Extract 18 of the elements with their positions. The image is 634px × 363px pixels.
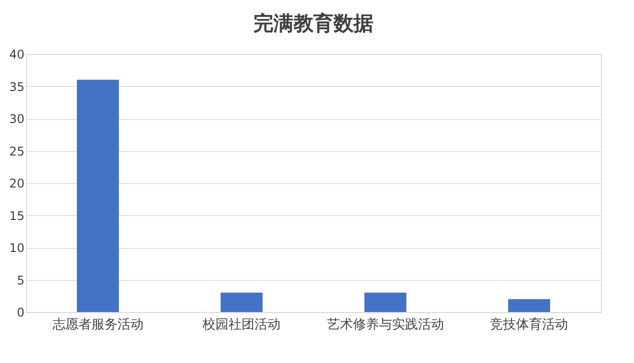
- bar: [220, 292, 263, 312]
- x-tick-label: 志愿者服务活动: [52, 318, 144, 332]
- x-tick-label: 竞技体育活动: [490, 316, 568, 332]
- y-tick-label: 40: [9, 48, 24, 62]
- y-tick-label: 20: [9, 176, 24, 190]
- y-tick-label: 5: [16, 273, 24, 288]
- bar: [508, 299, 550, 312]
- y-tick-label: 25: [9, 144, 24, 158]
- y-tick-label: 15: [9, 208, 24, 223]
- y-tick-label: 30: [9, 112, 24, 126]
- bar: [76, 80, 119, 312]
- y-tick-label: 35: [9, 80, 24, 94]
- bar: [364, 292, 406, 312]
- x-tick-label: 校园社团活动: [202, 318, 281, 332]
- x-tick-label: 艺术修养与实践活动: [326, 316, 444, 332]
- y-tick-label: 0: [16, 306, 24, 320]
- y-tick-label: 10: [9, 241, 24, 255]
- chart-title: 完满教育数据: [254, 11, 374, 35]
